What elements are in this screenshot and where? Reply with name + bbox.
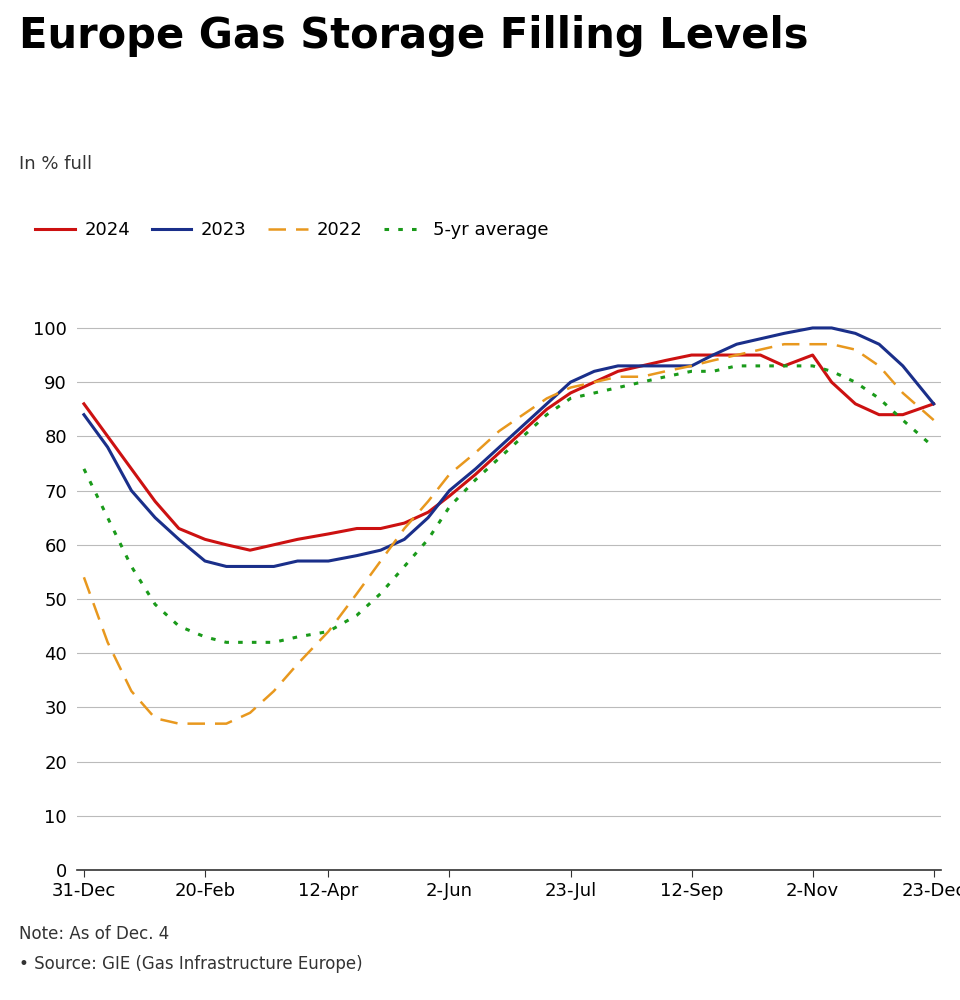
Legend: 2024, 2023, 2022, 5-yr average: 2024, 2023, 2022, 5-yr average [28, 214, 556, 246]
Text: Europe Gas Storage Filling Levels: Europe Gas Storage Filling Levels [19, 15, 808, 57]
Text: • Source: GIE (Gas Infrastructure Europe): • Source: GIE (Gas Infrastructure Europe… [19, 955, 363, 973]
Text: Note: As of Dec. 4: Note: As of Dec. 4 [19, 925, 170, 943]
Text: In % full: In % full [19, 155, 92, 173]
